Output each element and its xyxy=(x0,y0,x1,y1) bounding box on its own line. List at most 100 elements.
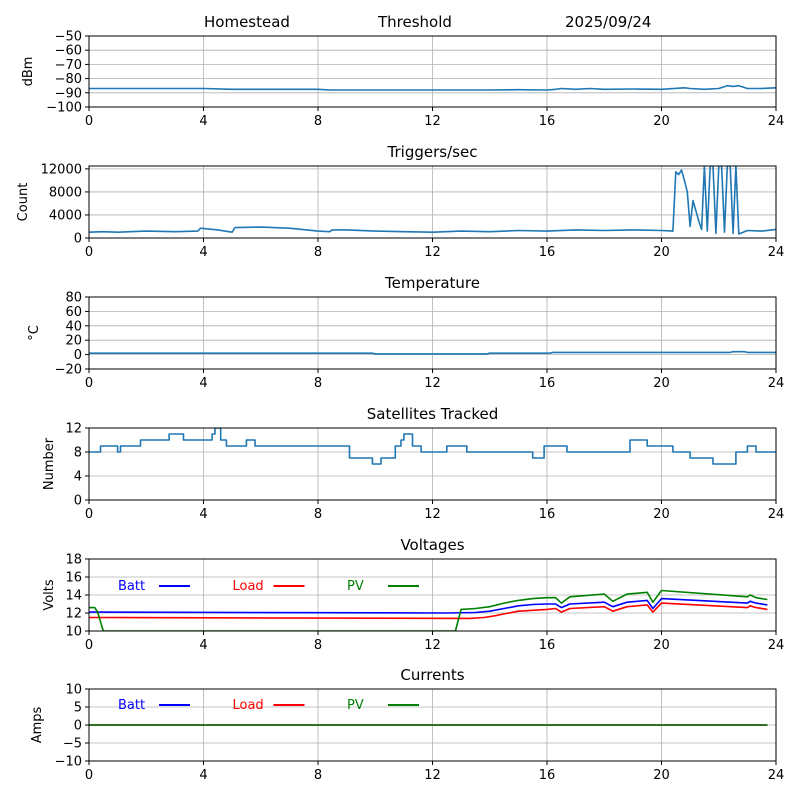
y-tick-label: 8 xyxy=(74,446,82,461)
x-tick-label: 16 xyxy=(539,245,556,260)
panel-triggers: 0 4 8 12 16 20 24 0 4000 8000 12000 Triggers/sec Cou… xyxy=(16,143,784,260)
x-tick-label: 8 xyxy=(314,507,322,522)
y-tick-label: −5 xyxy=(63,737,82,752)
x-tick-label: 0 xyxy=(85,638,93,653)
x-tick-label: 12 xyxy=(424,376,441,391)
x-tick-label: 4 xyxy=(199,507,207,522)
x-tick-label: 16 xyxy=(539,376,556,391)
x-tick-label: 12 xyxy=(424,114,441,129)
legend-label-pv: PV xyxy=(347,698,364,713)
series-group xyxy=(89,428,776,465)
x-tick-label: 8 xyxy=(314,768,322,783)
x-tick-label: 24 xyxy=(768,638,785,653)
series-line-load xyxy=(89,602,768,620)
x-tick-label: 8 xyxy=(314,376,322,391)
series-group xyxy=(89,166,776,235)
y-tick-label: 10 xyxy=(65,683,82,698)
y-axis-label: Count xyxy=(16,183,31,222)
y-tick-label: 10 xyxy=(65,625,82,640)
x-tick-label: 24 xyxy=(768,376,785,391)
x-tick-label: 20 xyxy=(653,114,670,129)
y-tick-label: −10 xyxy=(55,755,82,770)
y-tick-label: 20 xyxy=(65,334,82,349)
series-line-triggers xyxy=(89,166,776,235)
y-tick-label: 40 xyxy=(65,319,82,334)
header-date: 2025/09/24 xyxy=(565,13,651,31)
y-tick-label: 0 xyxy=(74,348,82,363)
x-tick-label: 16 xyxy=(539,507,556,522)
x-tick-label: 4 xyxy=(199,768,207,783)
y-tick-label: 5 xyxy=(74,701,82,716)
legend: Batt Load PV xyxy=(118,698,419,713)
y-tick-label: 0 xyxy=(74,494,82,509)
y-tick-label: −20 xyxy=(55,363,82,378)
y-tick-label: −90 xyxy=(55,86,82,101)
x-tick-label: 8 xyxy=(314,245,322,260)
y-tick-label: 12000 xyxy=(41,162,82,177)
x-tick-label: 20 xyxy=(653,768,670,783)
x-tick-label: 0 xyxy=(85,245,93,260)
y-tick-label: −80 xyxy=(55,72,82,87)
legend-label-batt: Batt xyxy=(118,698,145,713)
y-tick-label: −100 xyxy=(46,101,82,116)
y-tick-label: 8000 xyxy=(49,185,82,200)
y-axis-label: Number xyxy=(42,437,57,490)
x-tick-label: 0 xyxy=(85,768,93,783)
legend-label-batt: Batt xyxy=(118,579,145,594)
series-group xyxy=(89,350,776,355)
series-line-satellites xyxy=(89,428,776,465)
legend-label-load: Load xyxy=(233,698,264,713)
series-line-pv xyxy=(89,589,768,631)
panel-signal: 0 4 8 12 16 20 24 −100−90−80−70−60−50 dBm xyxy=(21,30,784,130)
x-tick-label: 16 xyxy=(539,114,556,129)
x-tick-label: 12 xyxy=(424,768,441,783)
x-tick-label: 4 xyxy=(199,376,207,391)
y-tick-label: 18 xyxy=(65,553,82,568)
panel-satellites: 0 4 8 12 16 20 24 0 4 8 12 Satellites Tracked Number xyxy=(42,405,784,522)
x-tick-label: 4 xyxy=(199,114,207,129)
y-axis-label: Volts xyxy=(42,579,57,611)
y-tick-label: −70 xyxy=(55,58,82,73)
x-tick-label: 8 xyxy=(314,114,322,129)
y-tick-label: 16 xyxy=(65,571,82,586)
y-tick-label: 0 xyxy=(74,719,82,734)
legend-label-load: Load xyxy=(233,579,264,594)
y-tick-label: 80 xyxy=(65,291,82,306)
y-tick-label: 0 xyxy=(74,232,82,247)
y-tick-label: 14 xyxy=(65,589,82,604)
series-group xyxy=(89,84,776,91)
header-station: Homestead xyxy=(204,13,290,31)
x-tick-label: 20 xyxy=(653,507,670,522)
y-tick-label: 12 xyxy=(65,607,82,622)
series-line-batt xyxy=(89,597,768,614)
chart-title: Currents xyxy=(400,666,464,684)
legend-label-pv: PV xyxy=(347,579,364,594)
y-axis-label: dBm xyxy=(21,57,36,87)
y-axis-label: Amps xyxy=(30,706,45,743)
chart-title: Temperature xyxy=(384,274,480,292)
panel-voltages: 0 4 8 12 16 20 24 10 12 14 16 18 Voltages Volts Batt Lo… xyxy=(42,536,784,653)
x-tick-label: 16 xyxy=(539,638,556,653)
series-group xyxy=(89,589,768,631)
y-tick-label: 12 xyxy=(65,422,82,437)
x-tick-label: 24 xyxy=(768,114,785,129)
x-tick-label: 12 xyxy=(424,507,441,522)
chart-title: Triggers/sec xyxy=(387,143,478,161)
x-tick-label: 8 xyxy=(314,638,322,653)
x-tick-label: 24 xyxy=(768,245,785,260)
x-tick-label: 0 xyxy=(85,114,93,129)
x-tick-label: 4 xyxy=(199,245,207,260)
x-tick-label: 16 xyxy=(539,768,556,783)
series-line-signal xyxy=(89,84,776,91)
x-tick-label: 12 xyxy=(424,245,441,260)
x-tick-label: 20 xyxy=(653,376,670,391)
x-tick-label: 24 xyxy=(768,507,785,522)
y-tick-label: −50 xyxy=(55,30,82,45)
x-tick-label: 0 xyxy=(85,376,93,391)
series-line-temperature xyxy=(89,350,776,355)
chart-title: Voltages xyxy=(400,536,464,554)
header-mode: Threshold xyxy=(377,13,452,31)
x-tick-label: 12 xyxy=(424,638,441,653)
